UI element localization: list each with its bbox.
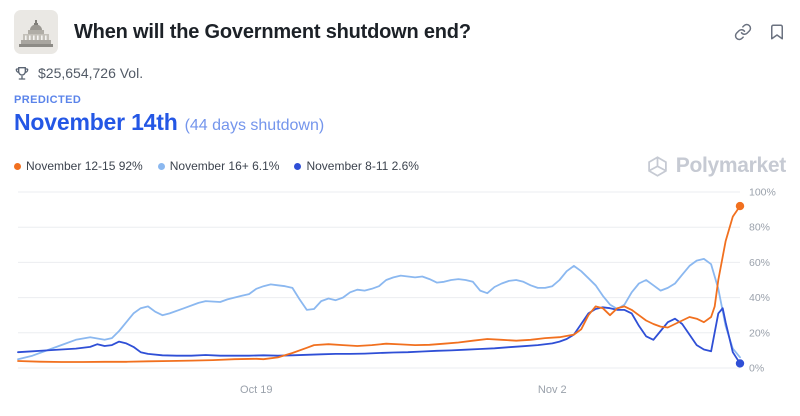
market-header: When will the Government shutdown end? xyxy=(14,10,786,54)
svg-text:40%: 40% xyxy=(749,292,770,304)
volume-text: $25,654,726 Vol. xyxy=(38,65,144,81)
svg-text:20%: 20% xyxy=(749,327,770,339)
svg-text:Oct 19: Oct 19 xyxy=(240,384,272,396)
volume-row: $25,654,726 Vol. xyxy=(14,65,786,81)
price-chart[interactable]: 100% 80% 60% 40% 20% 0% Oct 19 Nov 2 xyxy=(14,182,786,400)
legend-item[interactable]: November 8-11 2.6% xyxy=(294,159,419,173)
page-title: When will the Government shutdown end? xyxy=(74,20,471,43)
legend-label: November 8-11 2.6% xyxy=(306,159,419,173)
chart-legend: November 12-15 92% November 16+ 6.1% Nov… xyxy=(14,154,786,178)
header-actions xyxy=(734,23,786,41)
legend-dot-darkblue xyxy=(294,162,302,170)
bookmark-icon[interactable] xyxy=(768,23,786,41)
copy-link-icon[interactable] xyxy=(734,23,752,41)
svg-text:60%: 60% xyxy=(749,257,770,269)
legend-label: November 12-15 92% xyxy=(26,159,143,173)
svg-text:Nov 2: Nov 2 xyxy=(538,384,567,396)
legend-label: November 16+ 6.1% xyxy=(169,159,280,173)
polymarket-watermark: Polymarket xyxy=(646,154,786,178)
legend-dot-orange xyxy=(14,162,21,170)
legend-item[interactable]: November 16+ 6.1% xyxy=(157,159,280,173)
price-chart-svg: 100% 80% 60% 40% 20% 0% Oct 19 Nov 2 xyxy=(17,187,776,396)
svg-text:100%: 100% xyxy=(749,187,776,199)
legend-dot-lightblue xyxy=(157,162,165,170)
capitol-building-icon xyxy=(14,10,58,54)
prediction-block: PREDICTED November 14th (44 days shutdow… xyxy=(14,94,786,136)
polymarket-wordmark: Polymarket xyxy=(675,154,787,177)
predicted-detail: (44 days shutdown) xyxy=(184,117,325,134)
svg-text:80%: 80% xyxy=(749,222,770,234)
legend-item[interactable]: November 12-15 92% xyxy=(14,159,143,173)
polymarket-logo-icon xyxy=(646,155,669,178)
trophy-icon xyxy=(14,65,30,81)
predicted-value: November 14th xyxy=(14,109,178,135)
market-thumbnail xyxy=(14,10,58,54)
predicted-label: PREDICTED xyxy=(14,94,82,106)
svg-text:0%: 0% xyxy=(749,363,764,375)
